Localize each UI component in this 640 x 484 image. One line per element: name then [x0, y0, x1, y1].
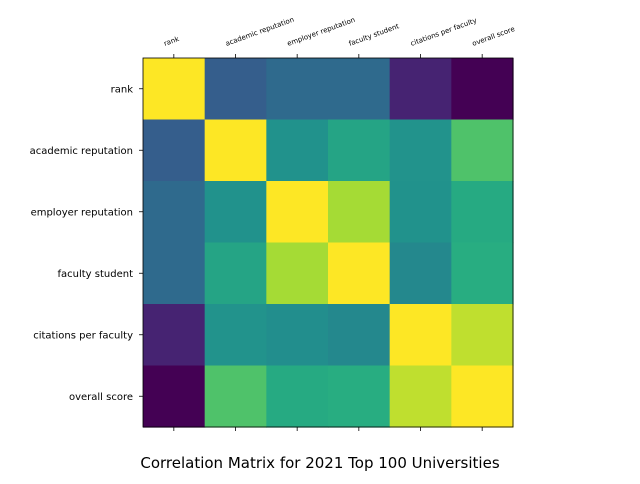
heatmap-cell-overall-score-employer-reputation — [266, 365, 329, 428]
heatmap-cell-citations-per-faculty-rank — [143, 304, 206, 367]
heatmap-cell-overall-score-overall-score — [451, 365, 514, 428]
y-tick-label-academic-reputation: academic reputation — [30, 146, 133, 157]
chart-title: Correlation Matrix for 2021 Top 100 Univ… — [140, 454, 499, 472]
heatmap-cell-citations-per-faculty-academic-reputation — [204, 304, 267, 367]
heatmap-cell-rank-academic-reputation — [204, 58, 267, 121]
heatmap-cell-rank-overall-score — [451, 58, 514, 121]
y-tick-label-employer-reputation: employer reputation — [31, 207, 133, 218]
heatmap-cell-employer-reputation-academic-reputation — [204, 181, 267, 244]
heatmap-cell-rank-rank — [143, 58, 206, 121]
heatmap-cell-citations-per-faculty-faculty-student — [328, 304, 391, 367]
heatmap-cell-employer-reputation-faculty-student — [328, 181, 391, 244]
heatmap-cell-academic-reputation-employer-reputation — [266, 119, 329, 182]
heatmap-cell-academic-reputation-rank — [143, 119, 206, 182]
heatmap-cell-overall-score-academic-reputation — [204, 365, 267, 428]
heatmap-cell-faculty-student-overall-score — [451, 242, 514, 305]
heatmap-cell-faculty-student-employer-reputation — [266, 242, 329, 305]
heatmap-cell-academic-reputation-citations-per-faculty — [389, 119, 452, 182]
heatmap-cell-overall-score-citations-per-faculty — [389, 365, 452, 428]
heatmap-cell-rank-employer-reputation — [266, 58, 329, 121]
heatmap-cell-employer-reputation-rank — [143, 181, 206, 244]
y-tick-label-overall-score: overall score — [69, 392, 133, 403]
heatmap-cell-overall-score-faculty-student — [328, 365, 391, 428]
y-tick-label-rank: rank — [111, 84, 134, 95]
heatmap-cell-faculty-student-academic-reputation — [204, 242, 267, 305]
heatmap-cell-faculty-student-citations-per-faculty — [389, 242, 452, 305]
heatmap-cell-rank-faculty-student — [328, 58, 391, 121]
heatmap-cell-employer-reputation-overall-score — [451, 181, 514, 244]
heatmap-cell-employer-reputation-employer-reputation — [266, 181, 329, 244]
heatmap-cell-citations-per-faculty-employer-reputation — [266, 304, 329, 367]
plot-frame — [142, 57, 514, 428]
axis-ticks — [139, 54, 483, 431]
heatmap-cells — [143, 58, 514, 428]
heatmap-cell-citations-per-faculty-overall-score — [451, 304, 514, 367]
heatmap-cell-academic-reputation-overall-score — [451, 119, 514, 182]
heatmap-cell-employer-reputation-citations-per-faculty — [389, 181, 452, 244]
heatmap-cell-citations-per-faculty-citations-per-faculty — [389, 304, 452, 367]
y-tick-label-citations-per-faculty: citations per faculty — [33, 330, 133, 341]
heatmap-cell-academic-reputation-academic-reputation — [204, 119, 267, 182]
heatmap-cell-academic-reputation-faculty-student — [328, 119, 391, 182]
y-tick-label-faculty-student: faculty student — [57, 269, 133, 280]
heatmap-cell-rank-citations-per-faculty — [389, 58, 452, 121]
heatmap-cell-overall-score-rank — [143, 365, 206, 428]
heatmap-cell-faculty-student-rank — [143, 242, 206, 305]
heatmap-cell-faculty-student-faculty-student — [328, 242, 391, 305]
